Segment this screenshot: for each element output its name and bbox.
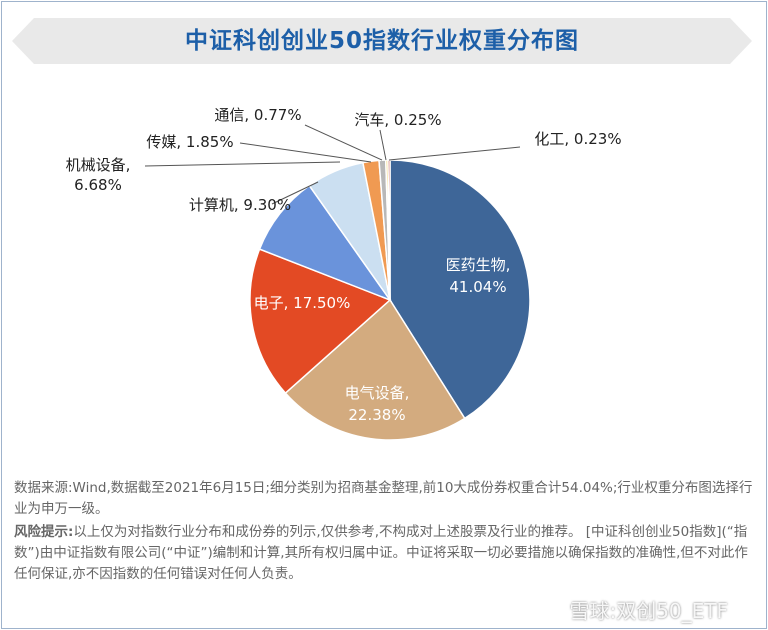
slice-label-value-1: 22.38% [348,406,405,424]
slice-label-name-4: 机械设备, [66,156,131,174]
watermark: 雪球:双创50_ETF [569,599,728,623]
leader-line-4 [144,161,341,167]
slice-label-8: 化工, 0.23% [534,130,621,148]
risk-label: 风险提示: [14,524,74,540]
slice-label-value-0: 41.04% [449,278,506,296]
slice-label-7: 汽车, 0.25% [354,111,441,129]
slice-label-name-1: 电气设备, [345,384,410,402]
leader-line-7 [379,129,387,161]
pie-chart: 医药生物, 41.04% 电气设备, 22.38% 电子, 17.50% 计算机, 9.3… [66,106,622,441]
source-note: 数据来源:Wind,数据截至2021年6月15日;细分类别为招商基金整理,前10… [14,480,753,517]
leader-line-3 [271,181,319,205]
pie-slice-1 [284,298,466,441]
slice-label-name-2: 电子, 17.50% [254,294,351,312]
leader-line-6 [304,124,383,161]
risk-text: 以上仅为对指数行业分布和成份券的列示,仅供参考,不构成对上述股票及行业的推荐。 … [14,524,748,582]
chart-title: 中证科创创业50指数行业权重分布图 [184,28,579,54]
slice-label-6: 通信, 0.77% [214,106,301,124]
slice-label-5: 传媒, 1.85% [146,133,233,151]
banner-shape [12,18,752,64]
leader-line-5 [239,142,372,163]
notes: 数据来源:Wind,数据截至2021年6月15日;细分类别为招商基金整理,前10… [14,478,754,587]
title-banner: 中证科创创业50指数行业权重分布图 [12,18,752,64]
pie-slice-0 [389,159,531,420]
slice-label-value-4: 6.68% [74,176,122,194]
slice-label-3: 计算机, 9.30% [189,196,291,214]
risk-note: 风险提示:以上仅为对指数行业分布和成份券的列示,仅供参考,不构成对上述股票及行业… [14,522,754,585]
slice-label-name-0: 医药生物, [446,256,511,274]
leader-line-8 [388,146,521,161]
pie-slice-2 [249,248,392,395]
